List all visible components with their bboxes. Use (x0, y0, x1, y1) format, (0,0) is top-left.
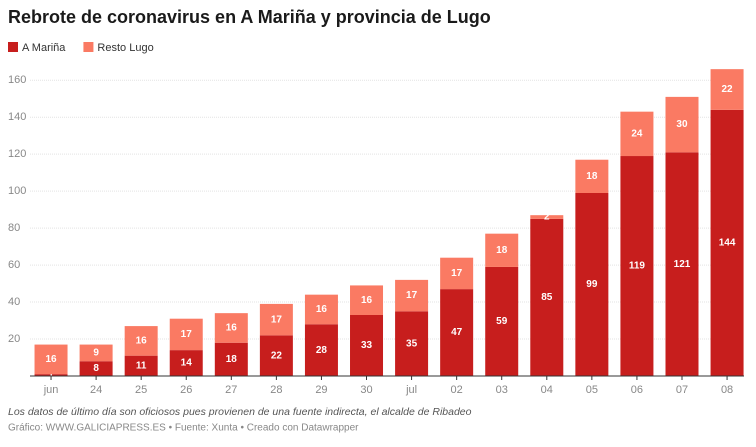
chart-title: Rebrote de coronavirus en A Mariña y pro… (8, 7, 491, 27)
x-tick-label: jul (405, 384, 417, 396)
value-label: 18 (586, 171, 598, 182)
bar-segment (575, 159, 609, 193)
legend-swatch (8, 42, 18, 52)
bar-segment (620, 156, 654, 376)
bar-segment (124, 326, 158, 356)
x-tick-label: 08 (721, 384, 733, 396)
value-label: 16 (136, 336, 148, 347)
value-label: 17 (406, 290, 418, 301)
bar-segment (665, 96, 699, 153)
bar-segment (79, 361, 113, 376)
x-tick-label: 27 (225, 384, 237, 396)
value-label: 16 (316, 304, 328, 315)
y-tick-label: 40 (8, 296, 20, 308)
bar-segment (169, 350, 203, 376)
value-label: 28 (316, 345, 328, 356)
value-label: 16 (45, 354, 57, 365)
value-label: 14 (181, 358, 193, 369)
value-label: 47 (451, 327, 463, 338)
bar-segment (710, 69, 744, 110)
value-label: 1 (48, 370, 54, 381)
source: Gráfico: WWW.GALICIAPRESS.ES • Fuente: X… (8, 423, 359, 434)
bar-segment (214, 313, 248, 343)
bar-segment (395, 311, 429, 376)
bar-segment (214, 342, 248, 376)
bar-segment (79, 344, 113, 362)
bar-segment (259, 303, 293, 336)
bar-segment (710, 109, 744, 377)
bar-segment (395, 279, 429, 312)
x-tick-label: 24 (90, 384, 102, 396)
bar-segment (485, 266, 519, 376)
y-tick-label: 120 (8, 148, 26, 160)
value-label: 59 (496, 316, 508, 327)
bar-segment (530, 218, 564, 376)
bar-segment (34, 344, 68, 375)
value-label: 121 (674, 259, 691, 270)
value-label: 144 (719, 238, 736, 249)
bar-segment (304, 294, 338, 325)
value-label: 17 (451, 268, 463, 279)
x-tick-label: 05 (586, 384, 598, 396)
value-label: 33 (361, 340, 373, 351)
y-tick-label: 100 (8, 185, 26, 197)
value-label: 22 (271, 350, 283, 361)
value-label: 18 (496, 245, 508, 256)
value-label: 85 (541, 292, 553, 303)
value-label: 99 (586, 279, 598, 290)
value-label: 119 (629, 261, 646, 272)
x-tick-label: 26 (180, 384, 192, 396)
bar-segment (620, 111, 654, 157)
value-label: 17 (271, 314, 283, 325)
value-label: 18 (226, 354, 238, 365)
y-tick-label: 80 (8, 222, 20, 234)
bar-segment (304, 324, 338, 376)
bar-segment (665, 152, 699, 376)
x-tick-label: 25 (135, 384, 147, 396)
value-label: 8 (93, 363, 99, 374)
x-tick-label: 07 (676, 384, 688, 396)
x-tick-label: 02 (451, 384, 463, 396)
notes: Los datos de último día son oficiosos pu… (8, 406, 472, 418)
y-tick-label: 140 (8, 111, 26, 123)
bar-segment (350, 285, 384, 315)
y-tick-label: 20 (8, 333, 20, 345)
value-label: 17 (181, 329, 193, 340)
bar-segment (169, 318, 203, 351)
x-tick-label: 28 (270, 384, 282, 396)
y-tick-label: 160 (8, 74, 26, 86)
x-tick-label: 30 (360, 384, 372, 396)
bar-segment (575, 193, 609, 376)
bar-segment (259, 335, 293, 376)
x-tick-label: 29 (315, 384, 327, 396)
legend-swatch (83, 42, 94, 52)
bar-segment (34, 374, 68, 376)
value-label: 22 (722, 84, 734, 95)
value-label: 2 (544, 212, 550, 223)
value-label: 11 (136, 360, 147, 371)
x-tick-label: 06 (631, 384, 643, 396)
bar-segment (124, 355, 158, 376)
bar-segment (440, 257, 474, 290)
x-tick-label: jun (43, 384, 59, 396)
y-tick-label: 60 (8, 259, 20, 271)
value-label: 35 (406, 338, 418, 349)
value-label: 30 (676, 119, 688, 130)
bar-segment (530, 215, 564, 219)
x-tick-label: 03 (496, 384, 508, 396)
bar-segment (440, 289, 474, 376)
legend-label: A Mariña (22, 42, 66, 54)
bar-segment (485, 233, 519, 267)
bar-segment (350, 315, 384, 376)
value-label: 24 (631, 128, 643, 139)
value-label: 16 (226, 323, 238, 334)
legend-label: Resto Lugo (97, 42, 153, 54)
value-label: 9 (93, 348, 99, 359)
x-tick-label: 04 (541, 384, 553, 396)
value-label: 16 (361, 295, 373, 306)
